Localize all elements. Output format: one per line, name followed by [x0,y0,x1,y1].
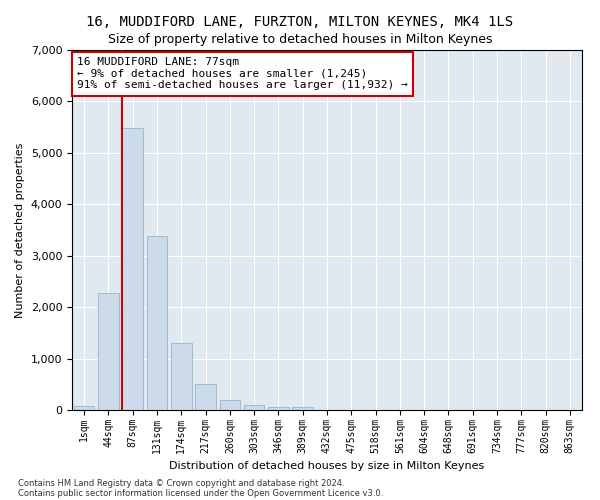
Text: Contains public sector information licensed under the Open Government Licence v3: Contains public sector information licen… [18,488,383,498]
Bar [268,407,289,410]
Y-axis label: Number of detached properties: Number of detached properties [15,142,25,318]
Bar [98,294,119,410]
Text: Contains HM Land Registry data © Crown copyright and database right 2024.: Contains HM Land Registry data © Crown c… [18,478,344,488]
Bar [122,128,143,410]
Bar [220,400,240,410]
Bar [171,342,191,410]
Text: 16, MUDDIFORD LANE, FURZTON, MILTON KEYNES, MK4 1LS: 16, MUDDIFORD LANE, FURZTON, MILTON KEYN… [86,15,514,29]
Text: Size of property relative to detached houses in Milton Keynes: Size of property relative to detached ho… [108,32,492,46]
Bar [195,384,216,410]
Bar [74,406,94,410]
X-axis label: Distribution of detached houses by size in Milton Keynes: Distribution of detached houses by size … [169,461,485,471]
Text: 16 MUDDIFORD LANE: 77sqm
← 9% of detached houses are smaller (1,245)
91% of semi: 16 MUDDIFORD LANE: 77sqm ← 9% of detache… [77,57,408,90]
Bar [292,407,313,410]
Bar [244,406,265,410]
Bar [146,236,167,410]
